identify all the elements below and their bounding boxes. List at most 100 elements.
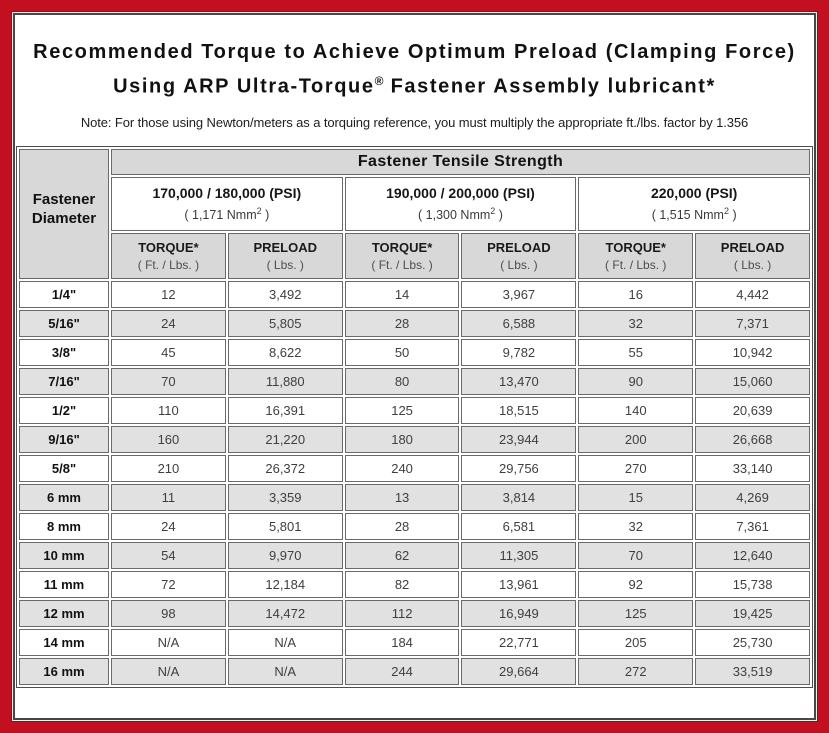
fastener-diameter-cell: 16 mm <box>19 657 109 685</box>
preload-value-cell: 7,371 <box>695 309 810 337</box>
torque-value-cell: 70 <box>111 367 226 395</box>
preload-value-cell: 33,519 <box>695 657 810 685</box>
header-row-tensile: Fastener Diameter Fastener Tensile Stren… <box>19 148 810 279</box>
torque-value-cell: 32 <box>578 512 694 540</box>
preload-value-cell: 3,492 <box>227 280 343 308</box>
torque-value-cell: 62 <box>344 541 460 569</box>
torque-table: Fastener Diameter Fastener Tensile Stren… <box>16 145 813 688</box>
torque-value-cell: 244 <box>344 657 460 685</box>
preload-value-cell: 13,961 <box>461 570 577 598</box>
preload-value-cell: 20,639 <box>695 396 810 424</box>
header-row-psi-groups: 170,000 / 180,000 (PSI) ( 1,171 Nmm2 ) 1… <box>19 176 810 231</box>
preload-value-cell: 5,805 <box>227 309 343 337</box>
preload-value-cell: 4,442 <box>695 280 810 308</box>
torque-value-cell: 70 <box>578 541 694 569</box>
torque-value-cell: 82 <box>344 570 460 598</box>
preload-value-cell: 11,880 <box>227 367 343 395</box>
fastener-diameter-cell: 6 mm <box>19 483 109 511</box>
table-row: 9/16" 160 21,220 180 23,944 200 26,668 <box>19 425 810 453</box>
page-title-line-1: Recommended Torque to Achieve Optimum Pr… <box>33 41 796 63</box>
torque-value-cell: 45 <box>111 338 226 366</box>
column-header-torque-1: TORQUE* ( Ft. / Lbs. ) <box>111 232 226 279</box>
preload-value-cell: 29,756 <box>461 454 577 482</box>
preload-value-cell: N/A <box>227 657 343 685</box>
torque-value-cell: 180 <box>344 425 460 453</box>
preload-value-cell: 7,361 <box>695 512 810 540</box>
preload-value-cell: 6,588 <box>461 309 577 337</box>
torque-value-cell: 15 <box>578 483 694 511</box>
preload-value-cell: 9,970 <box>227 541 343 569</box>
torque-value-cell: 125 <box>344 396 460 424</box>
torque-value-cell: 160 <box>111 425 226 453</box>
psi-label: 190,000 / 200,000 (PSI) <box>386 185 535 202</box>
fastener-diameter-cell: 1/4" <box>19 280 109 308</box>
torque-value-cell: 55 <box>578 338 694 366</box>
table-row: 14 mm N/A N/A 184 22,771 205 25,730 <box>19 628 810 656</box>
preload-value-cell: 26,668 <box>695 425 810 453</box>
torque-value-cell: 110 <box>111 396 226 424</box>
preload-value-cell: 3,814 <box>461 483 577 511</box>
preload-value-cell: 29,664 <box>461 657 577 685</box>
column-header-torque-2: TORQUE* ( Ft. / Lbs. ) <box>344 232 460 279</box>
tensile-strength-header: Fastener Tensile Strength <box>111 148 810 175</box>
torque-value-cell: 125 <box>578 599 694 627</box>
torque-value-cell: 272 <box>578 657 694 685</box>
column-header-torque-3: TORQUE* ( Ft. / Lbs. ) <box>578 232 694 279</box>
preload-value-cell: 16,949 <box>461 599 577 627</box>
torque-value-cell: 184 <box>344 628 460 656</box>
torque-value-cell: 28 <box>344 309 460 337</box>
corner-header-line-2: Diameter <box>31 210 97 228</box>
preload-value-cell: 22,771 <box>461 628 577 656</box>
torque-value-cell: 11 <box>111 483 226 511</box>
registered-trademark-symbol: ® <box>374 74 384 88</box>
corner-header-line-1: Fastener <box>32 191 96 209</box>
preload-value-cell: 4,269 <box>695 483 810 511</box>
torque-value-cell: 50 <box>344 338 460 366</box>
torque-value-cell: 14 <box>344 280 460 308</box>
torque-value-cell: 12 <box>111 280 226 308</box>
preload-value-cell: 33,140 <box>695 454 810 482</box>
preload-value-cell: 25,730 <box>695 628 810 656</box>
torque-table-body: Fastener Diameter Fastener Tensile Stren… <box>19 148 810 685</box>
table-row: 1/2" 110 16,391 125 18,515 140 20,639 <box>19 396 810 424</box>
preload-value-cell: 14,472 <box>227 599 343 627</box>
torque-value-cell: N/A <box>111 628 226 656</box>
fastener-diameter-cell: 7/16" <box>19 367 109 395</box>
fastener-diameter-cell: 8 mm <box>19 512 109 540</box>
torque-value-cell: 13 <box>344 483 460 511</box>
torque-value-cell: 240 <box>344 454 460 482</box>
fastener-diameter-cell: 5/16" <box>19 309 109 337</box>
preload-value-cell: 13,470 <box>461 367 577 395</box>
nmm-label: ( 1,515 Nmm2 ) <box>651 206 737 223</box>
preload-value-cell: 11,305 <box>461 541 577 569</box>
torque-value-cell: 210 <box>111 454 226 482</box>
preload-value-cell: N/A <box>227 628 343 656</box>
table-row: 16 mm N/A N/A 244 29,664 272 33,519 <box>19 657 810 685</box>
torque-value-cell: 54 <box>111 541 226 569</box>
fastener-diameter-cell: 11 mm <box>19 570 109 598</box>
strength-group-190-200: 190,000 / 200,000 (PSI) ( 1,300 Nmm2 ) <box>344 176 577 231</box>
torque-value-cell: 140 <box>578 396 694 424</box>
preload-value-cell: 18,515 <box>461 396 577 424</box>
preload-value-cell: 8,622 <box>227 338 343 366</box>
preload-value-cell: 10,942 <box>695 338 810 366</box>
torque-value-cell: 24 <box>111 309 226 337</box>
preload-value-cell: 15,738 <box>695 570 810 598</box>
table-row: 12 mm 98 14,472 112 16,949 125 19,425 <box>19 599 810 627</box>
page-title-line-2: Using ARP Ultra-Torque® Fastener Assembl… <box>16 66 813 103</box>
torque-value-cell: 80 <box>344 367 460 395</box>
preload-value-cell: 21,220 <box>227 425 343 453</box>
torque-value-cell: 92 <box>578 570 694 598</box>
preload-value-cell: 6,581 <box>461 512 577 540</box>
strength-group-170-180: 170,000 / 180,000 (PSI) ( 1,171 Nmm2 ) <box>111 176 343 231</box>
torque-value-cell: 112 <box>344 599 460 627</box>
title-line2-post: Fastener Assembly lubricant* <box>383 75 716 98</box>
torque-value-cell: 28 <box>344 512 460 540</box>
table-row: 10 mm 54 9,970 62 11,305 70 12,640 <box>19 541 810 569</box>
newton-meters-note: Note: For those using Newton/meters as a… <box>80 114 749 130</box>
psi-label: 220,000 (PSI) <box>650 185 738 202</box>
table-row: 8 mm 24 5,801 28 6,581 32 7,361 <box>19 512 810 540</box>
title-block: Recommended Torque to Achieve Optimum Pr… <box>16 15 813 131</box>
title-line2-pre: Using ARP Ultra-Torque <box>113 75 375 98</box>
